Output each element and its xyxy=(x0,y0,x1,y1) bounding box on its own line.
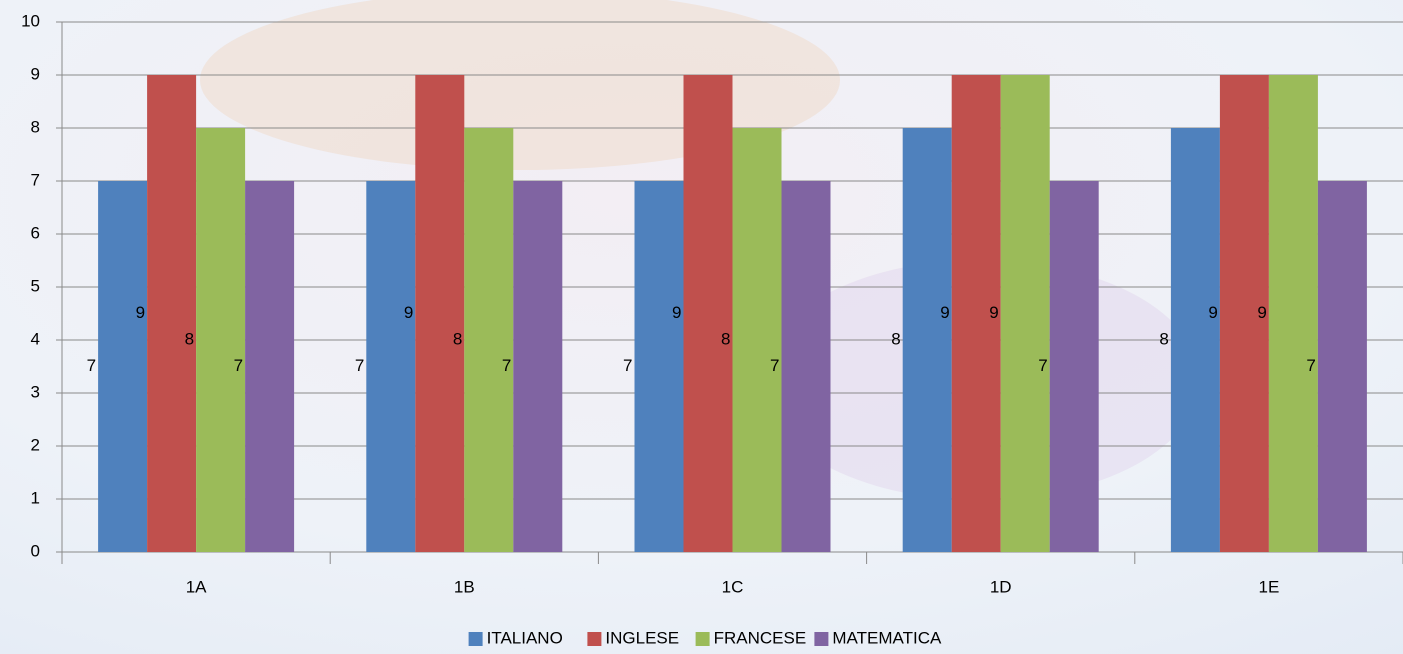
bar xyxy=(245,181,295,552)
decoration xyxy=(200,0,840,170)
y-tick-label: 9 xyxy=(31,64,40,83)
legend-label: FRANCESE xyxy=(714,628,807,647)
bar xyxy=(1219,75,1269,552)
data-label: 8 xyxy=(453,329,462,348)
x-tick-label: 1A xyxy=(186,577,207,596)
bar xyxy=(464,128,514,552)
bar xyxy=(634,181,684,552)
bar xyxy=(732,128,782,552)
data-label: 8 xyxy=(891,329,900,348)
data-label: 9 xyxy=(404,303,413,322)
bar xyxy=(683,75,733,552)
y-tick-label: 0 xyxy=(31,541,40,560)
bar xyxy=(1049,181,1099,552)
data-label: 7 xyxy=(234,356,243,375)
bar xyxy=(1268,75,1318,552)
bar xyxy=(1317,181,1367,552)
bar xyxy=(951,75,1001,552)
legend-label: MATEMATICA xyxy=(832,628,942,647)
y-tick-label: 5 xyxy=(31,276,40,295)
bar xyxy=(1000,75,1050,552)
data-label: 7 xyxy=(1038,356,1047,375)
bar xyxy=(196,128,246,552)
data-label: 9 xyxy=(1257,303,1266,322)
y-tick-label: 3 xyxy=(31,382,40,401)
data-label: 9 xyxy=(136,303,145,322)
x-tick-label: 1D xyxy=(990,577,1012,596)
legend-swatch xyxy=(695,632,710,646)
y-tick-label: 7 xyxy=(31,170,40,189)
data-label: 7 xyxy=(1306,356,1315,375)
data-label: 9 xyxy=(940,303,949,322)
bar xyxy=(902,128,952,552)
data-label: 8 xyxy=(721,329,730,348)
legend-label: INGLESE xyxy=(605,628,679,647)
legend-swatch xyxy=(587,632,602,646)
data-label: 7 xyxy=(623,356,632,375)
y-tick-label: 10 xyxy=(21,11,40,30)
bar xyxy=(513,181,563,552)
x-tick-label: 1B xyxy=(454,577,475,596)
bar xyxy=(147,75,197,552)
legend-label: ITALIANO xyxy=(487,628,563,647)
data-label: 7 xyxy=(355,356,364,375)
data-label: 8 xyxy=(1159,329,1168,348)
bar xyxy=(366,181,416,552)
legend-swatch xyxy=(814,632,829,646)
bar xyxy=(415,75,465,552)
y-tick-label: 6 xyxy=(31,223,40,242)
data-label: 9 xyxy=(1208,303,1217,322)
bar xyxy=(98,181,148,552)
data-label: 7 xyxy=(87,356,96,375)
data-label: 7 xyxy=(502,356,511,375)
x-tick-label: 1C xyxy=(722,577,744,596)
x-tick-label: 1E xyxy=(1259,577,1280,596)
y-tick-label: 2 xyxy=(31,435,40,454)
legend-swatch xyxy=(468,632,483,646)
y-tick-label: 4 xyxy=(31,329,40,348)
bar xyxy=(781,181,831,552)
y-tick-label: 1 xyxy=(31,488,40,507)
data-label: 7 xyxy=(770,356,779,375)
data-label: 9 xyxy=(672,303,681,322)
y-tick-label: 8 xyxy=(31,117,40,136)
bar xyxy=(1170,128,1220,552)
data-label: 9 xyxy=(989,303,998,322)
data-label: 8 xyxy=(185,329,194,348)
